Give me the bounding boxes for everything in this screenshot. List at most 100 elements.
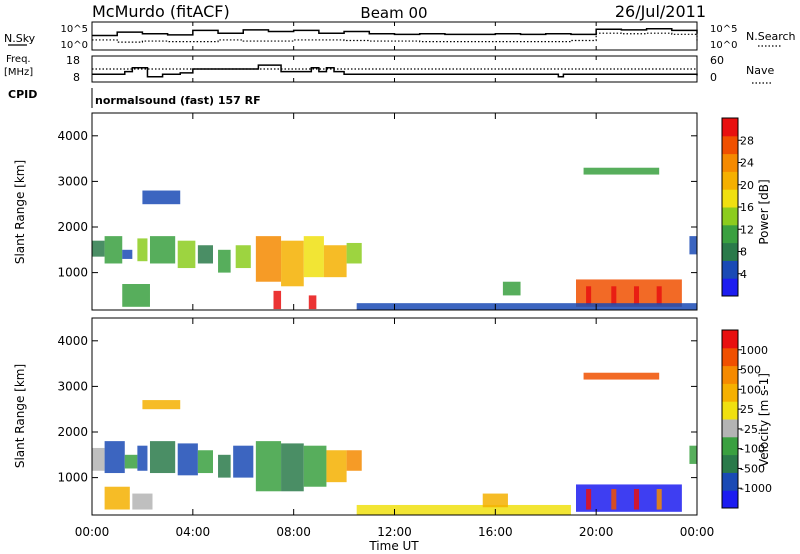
- colorbar-tick-label: -25: [740, 423, 758, 436]
- y-tick-label: 2000: [57, 220, 88, 234]
- colorbar-segment: [722, 330, 738, 349]
- colorbar-tick-label: 24: [740, 157, 754, 170]
- station-title: McMurdo (fitACF): [92, 2, 230, 21]
- heatmap-cell: [122, 284, 150, 307]
- heatmap-cell: [255, 236, 282, 282]
- colorbar-tick-label: 1000: [740, 344, 768, 357]
- heatmap-cell: [326, 450, 347, 483]
- colorbar-tick-label: 8: [740, 246, 747, 259]
- power-panel: 1000 2000 3000 4000 Slant Range [km]: [13, 112, 698, 311]
- y-tick-label: 3000: [57, 174, 88, 188]
- heatmap-cell: [218, 454, 231, 478]
- heatmap-cell: [104, 441, 125, 474]
- colorbar-tick-label: 4: [740, 268, 747, 281]
- freq-line: [92, 64, 698, 78]
- y-tick-label: 4000: [57, 129, 88, 143]
- heatmap-cell: [346, 450, 362, 471]
- beam-title: Beam 00: [360, 4, 427, 22]
- velocity-y-label: Slant Range [km]: [13, 364, 27, 468]
- freq-panel: Freq. [MHz] 18 8 60 0 Nave: [4, 54, 774, 84]
- heatmap-cell: [308, 295, 317, 310]
- colorbar-segment: [722, 242, 738, 261]
- heatmap-cell: [656, 286, 662, 305]
- colorbar-segment: [722, 436, 738, 456]
- x-axis-label: Time UT: [368, 539, 419, 553]
- heatmap-cell: [233, 445, 254, 478]
- heatmap-cell: [583, 167, 660, 175]
- colorbar-segment: [722, 153, 738, 172]
- date-title: 26/Jul/2011: [615, 2, 706, 21]
- power-cells: [92, 167, 697, 310]
- x-tick-label: 00:00: [680, 525, 715, 539]
- y-tick-label: 4000: [57, 334, 88, 348]
- heatmap-cell: [197, 450, 213, 474]
- heatmap-cell: [142, 400, 181, 410]
- power-y-ticks: 1000 2000 3000 4000: [57, 129, 697, 280]
- heatmap-cell: [122, 249, 133, 259]
- heatmap-cell: [303, 236, 324, 278]
- x-tick-label: 12:00: [377, 525, 412, 539]
- heatmap-cell: [303, 445, 327, 487]
- x-tick-label: 04:00: [176, 525, 211, 539]
- colorbar-segment: [722, 365, 738, 384]
- colorbar-segment: [722, 383, 738, 402]
- colorbar-tick-label: 12: [740, 223, 754, 236]
- noise-search-label: N.Search: [746, 30, 796, 43]
- colorbar-tick-label: 20: [740, 179, 754, 192]
- time-axis: 00:00 04:00 08:00 12:00 16:00 20:00 00:00: [75, 22, 715, 539]
- colorbar-tick-label: -100: [740, 443, 765, 456]
- heatmap-cell: [689, 445, 697, 464]
- velocity-cells: [92, 372, 697, 515]
- noise-panel: N.Sky 10^5 10^0 10^5 10^0 N.Search: [4, 21, 796, 51]
- colorbar-tick-label: 25: [740, 403, 754, 416]
- nave-label: Nave: [746, 64, 774, 77]
- heatmap-cell: [323, 245, 347, 278]
- heatmap-cell: [346, 242, 362, 264]
- heatmap-cell: [104, 236, 123, 264]
- power-y-label: Slant Range [km]: [13, 160, 27, 264]
- freq-right-tick-top: 60: [710, 54, 724, 67]
- heatmap-cell: [576, 484, 682, 512]
- heatmap-cell: [656, 489, 662, 510]
- heatmap-cell: [235, 245, 251, 269]
- colorbar-tick-label: 100: [740, 383, 761, 396]
- freq-left-tick-bottom: 8: [73, 71, 80, 84]
- heatmap-cell: [633, 489, 640, 510]
- noise-left-tick-bottom: 10^0: [61, 40, 88, 51]
- heatmap-cell: [281, 443, 304, 492]
- noise-right-tick-top: 10^5: [710, 24, 737, 35]
- colorbar-tick-label: 28: [740, 134, 754, 147]
- heatmap-cell: [149, 236, 176, 264]
- colorbar-tick-label: 500: [740, 364, 761, 377]
- heatmap-cell: [255, 441, 282, 492]
- colorbar-segment: [722, 454, 738, 473]
- heatmap-cell: [149, 441, 176, 474]
- heatmap-cell: [273, 290, 282, 310]
- freq-left-tick-top: 18: [66, 54, 80, 67]
- power-colorbar: 4 8 12 16 20 24 28: [721, 117, 754, 297]
- colorbar-tick-label: -500: [740, 462, 765, 475]
- x-tick-label: 16:00: [478, 525, 513, 539]
- noise-sky-label: N.Sky: [4, 32, 36, 45]
- freq-label-2: [MHz]: [4, 67, 33, 78]
- cpid-label: CPID: [8, 88, 37, 101]
- colorbar-tick-label: -1000: [740, 482, 772, 495]
- colorbar-segment: [722, 347, 738, 367]
- x-tick-label: 00:00: [75, 525, 110, 539]
- heatmap-cell: [218, 249, 231, 273]
- heatmap-cell: [586, 489, 592, 510]
- velocity-panel: 1000 2000 3000 4000 Slant Range [km]: [13, 317, 698, 516]
- colorbar-tick-label: 16: [740, 201, 754, 214]
- heatmap-cell: [586, 286, 592, 305]
- heatmap-cell: [92, 240, 105, 257]
- heatmap-cell: [197, 245, 213, 264]
- y-tick-label: 3000: [57, 379, 88, 393]
- heatmap-cell: [583, 372, 660, 380]
- y-tick-label: 1000: [57, 471, 88, 485]
- velocity-colorbar: -1000 -500 -100 -25 25 100 500 1000: [721, 329, 772, 509]
- heatmap-cell: [137, 238, 148, 262]
- noise-sky-line: [92, 27, 698, 37]
- y-tick-label: 2000: [57, 425, 88, 439]
- heatmap-cell: [92, 447, 105, 471]
- x-tick-label: 20:00: [579, 525, 614, 539]
